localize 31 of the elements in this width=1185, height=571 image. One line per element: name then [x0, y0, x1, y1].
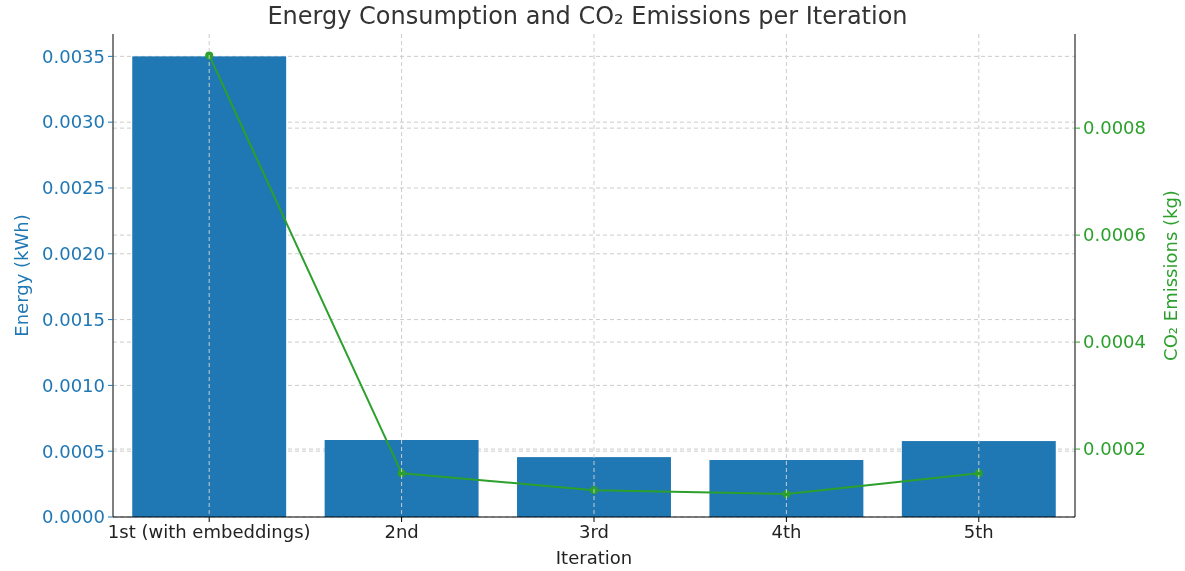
y-tick-label: 0.0015 — [42, 308, 105, 330]
y-tick-label: 0.0035 — [42, 45, 105, 67]
y2-tick-label: 0.0006 — [1083, 224, 1146, 246]
y-tick-label: 0.0000 — [42, 506, 105, 528]
y2-axis-title: CO₂ Emissions (kg) — [1160, 190, 1181, 361]
point — [397, 469, 406, 478]
y2-tick-label: 0.0004 — [1083, 331, 1146, 353]
bar — [709, 460, 864, 517]
y2-tick-label: 0.0002 — [1083, 438, 1146, 460]
y-tick-label: 0.0010 — [42, 374, 105, 396]
bar — [517, 457, 671, 517]
y-tick-label: 0.0005 — [42, 440, 105, 462]
y2-tick-label: 0.0008 — [1083, 117, 1146, 139]
point — [205, 51, 214, 60]
x-tick-label: 1st (with embeddings) — [107, 521, 311, 542]
bar — [901, 441, 1056, 517]
chart-title: Energy Consumption and CO₂ Emissions per Iteration — [267, 2, 908, 30]
x-axis-title: Iteration — [555, 547, 633, 568]
y-tick-label: 0.0025 — [42, 177, 105, 199]
x-tick-label: 4th — [771, 521, 802, 542]
y-tick-label: 0.0020 — [42, 243, 105, 265]
point — [974, 469, 983, 478]
y-axis-title: Energy (kWh) — [11, 214, 32, 337]
bar — [324, 440, 479, 517]
point — [590, 486, 598, 495]
point — [782, 490, 791, 498]
x-tick-label: 3rd — [579, 521, 609, 542]
x-tick-label: 5th — [963, 521, 994, 542]
x-tick-label: 2nd — [384, 521, 419, 542]
bar — [132, 56, 287, 517]
y-tick-label: 0.0030 — [42, 111, 105, 133]
